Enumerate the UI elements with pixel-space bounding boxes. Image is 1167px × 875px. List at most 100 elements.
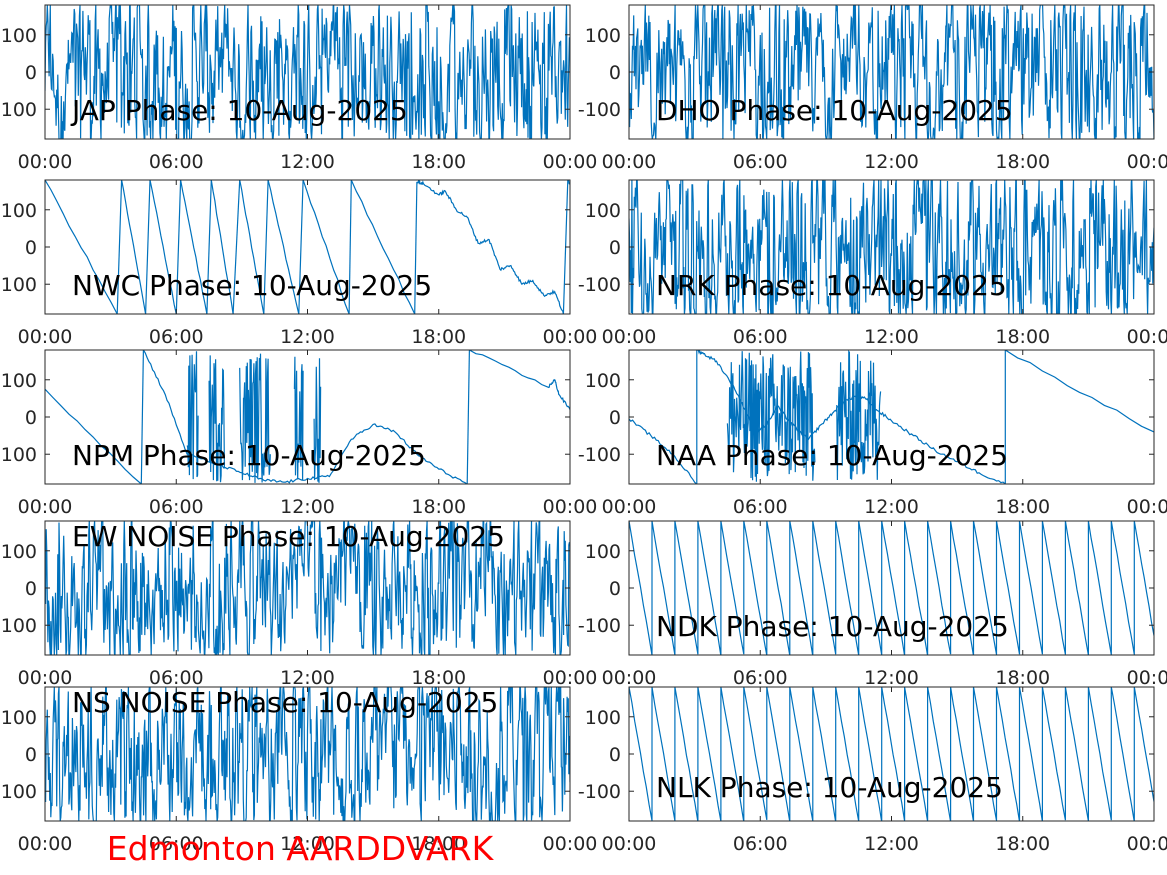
phase-series-segment (350, 180, 416, 314)
x-tick-label: 18:00 (995, 667, 1050, 689)
panel-title: JAP Phase: 10-Aug-2025 (70, 94, 408, 127)
y-tick-label: -100 (0, 615, 37, 637)
phase-series-line (629, 180, 1154, 314)
plot-area (629, 687, 1154, 821)
phase-series-segment (45, 388, 142, 484)
phase-wrap-line (263, 180, 269, 314)
phase-noise-burst (186, 351, 199, 480)
phase-series-segment (267, 180, 300, 314)
phase-wrap-line (175, 180, 182, 314)
y-tick-label: 0 (609, 407, 621, 429)
x-tick-label: 06:00 (733, 833, 788, 855)
phase-noise-burst (293, 356, 304, 481)
panel-title: DHO Phase: 10-Aug-2025 (656, 94, 1013, 127)
phase-series-segment (629, 418, 698, 484)
phase-wrap-line (348, 180, 352, 314)
y-tick-label: 100 (1, 200, 37, 222)
x-tick-label: 18:00 (411, 326, 466, 348)
phase-series-line (45, 687, 570, 821)
y-tick-label: 0 (25, 407, 37, 429)
phase-series-line (629, 5, 1154, 139)
x-tick-label: 12:00 (864, 496, 919, 518)
panel-title: NAA Phase: 10-Aug-2025 (656, 439, 1008, 472)
x-tick-label: 18:00 (995, 496, 1050, 518)
phase-wrap-line (116, 180, 123, 314)
phase-series-segment (121, 180, 147, 314)
panel-title: EW NOISE Phase: 10-Aug-2025 (72, 520, 505, 553)
x-tick-label: 18:00 (995, 151, 1050, 173)
x-tick-label: 00:00 (602, 496, 657, 518)
phase-series-line (629, 687, 1154, 821)
x-tick-label: 00:00 (543, 151, 598, 173)
x-tick-label: 06:00 (733, 151, 788, 173)
y-tick-label: -100 (0, 274, 37, 296)
plot-area (629, 5, 1154, 139)
phase-noise-burst (836, 350, 882, 481)
x-tick-label: 06:00 (149, 496, 204, 518)
y-tick-label: 100 (1, 25, 37, 47)
phase-series-segment (210, 180, 234, 314)
plot-area (45, 5, 570, 139)
x-tick-label: 00:00 (18, 151, 73, 173)
x-tick-label: 00:00 (602, 667, 657, 689)
x-tick-label: 00:00 (1127, 326, 1167, 348)
y-tick-label: 100 (1, 541, 37, 563)
x-tick-label: 00:00 (543, 496, 598, 518)
x-tick-label: 06:00 (149, 326, 204, 348)
panel-title: NS NOISE Phase: 10-Aug-2025 (72, 686, 498, 719)
phase-series-segment (45, 180, 118, 314)
x-tick-label: 00:00 (1127, 833, 1167, 855)
chart-panel-9: 100 0 -100 00:00 06:00 12:00 18:00 00:00 NS NOIS… (0, 686, 597, 855)
y-tick-label: -100 (0, 781, 37, 803)
x-tick-label: 00:00 (602, 326, 657, 348)
x-tick-label: 06:00 (149, 833, 204, 855)
chart-panel-10: 100 0 -100 00:00 06:00 12:00 18:00 00:00 NLK Pha… (578, 686, 1167, 855)
x-tick-label: 06:00 (149, 667, 204, 689)
chart-panel-7: 100 0 -100 00:00 06:00 12:00 18:00 00:00 EW NOIS… (0, 520, 597, 689)
x-tick-label: 12:00 (280, 151, 335, 173)
x-tick-label: 00:00 (1127, 496, 1167, 518)
panel-title: NWC Phase: 10-Aug-2025 (72, 269, 432, 302)
y-tick-label: 0 (609, 578, 621, 600)
panel-title: NLK Phase: 10-Aug-2025 (656, 771, 1003, 804)
y-tick-label: 100 (1, 707, 37, 729)
y-tick-label: 0 (609, 62, 621, 84)
x-tick-label: 00:00 (18, 667, 73, 689)
chart-panel-3: 100 0 -100 00:00 06:00 12:00 18:00 00:00 NWC Pha… (0, 179, 597, 348)
phase-series-segment (180, 180, 208, 314)
phase-series-segment (469, 350, 570, 410)
phase-noise-burst (726, 351, 816, 482)
phase-wrap-line (206, 180, 212, 314)
y-tick-label: -100 (578, 274, 621, 296)
x-tick-label: 00:00 (543, 667, 598, 689)
x-tick-label: 00:00 (18, 496, 73, 518)
panel-title: NDK Phase: 10-Aug-2025 (656, 610, 1009, 643)
x-tick-label: 00:00 (1127, 667, 1167, 689)
y-tick-label: -100 (0, 99, 37, 121)
x-tick-label: 06:00 (149, 151, 204, 173)
plot-area (629, 180, 1154, 314)
phase-wrap-line (145, 180, 151, 314)
y-tick-label: 100 (585, 541, 621, 563)
y-tick-label: -100 (578, 781, 621, 803)
phase-noise-burst (208, 355, 225, 483)
y-tick-label: 0 (25, 744, 37, 766)
x-tick-label: 12:00 (864, 667, 919, 689)
y-tick-label: 100 (585, 200, 621, 222)
x-tick-label: 12:00 (280, 326, 335, 348)
phase-noise-burst (239, 353, 271, 483)
x-tick-label: 12:00 (864, 151, 919, 173)
chart-panel-5: 100 0 -100 00:00 06:00 12:00 18:00 00:00 NPM Pha… (0, 349, 598, 518)
phase-series-segment (1004, 350, 1154, 433)
x-tick-label: 00:00 (18, 326, 73, 348)
panel-title: NPM Phase: 10-Aug-2025 (72, 439, 426, 472)
plot-area (45, 350, 570, 484)
phase-series-segment (302, 180, 350, 314)
y-tick-label: -100 (578, 615, 621, 637)
phase-series-segment (416, 180, 564, 314)
phase-wrap-line (466, 350, 470, 484)
y-tick-label: 100 (1, 370, 37, 392)
x-tick-label: 06:00 (733, 326, 788, 348)
x-tick-label: 00:00 (602, 151, 657, 173)
